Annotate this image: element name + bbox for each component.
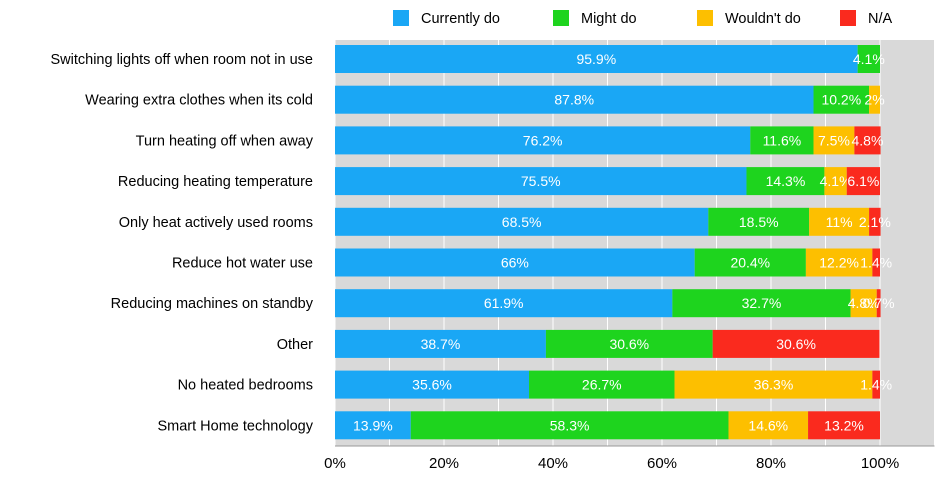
legend-label: Wouldn't do	[725, 11, 801, 27]
bar-segment	[872, 370, 880, 399]
bar-segment	[335, 248, 695, 277]
data-label: 2%	[864, 92, 884, 108]
data-label: 14.3%	[766, 173, 806, 189]
bar-segment	[694, 248, 806, 277]
bar-segment	[808, 411, 880, 440]
data-label: 11.6%	[763, 132, 802, 148]
data-label: 1.4%	[860, 377, 892, 393]
data-label: 75.5%	[521, 173, 561, 189]
data-label: 13.2%	[824, 417, 864, 433]
data-label: 20.4%	[730, 255, 770, 271]
data-label: 30.6%	[776, 336, 816, 352]
data-label: 76.2%	[523, 132, 563, 148]
x-tick-label: 60%	[647, 455, 677, 472]
category-label: Only heat actively used rooms	[119, 215, 313, 231]
data-label: 58.3%	[550, 417, 590, 433]
category-label: Reduce hot water use	[172, 256, 313, 272]
data-label: 35.6%	[412, 377, 452, 393]
x-tick-label: 0%	[324, 455, 346, 472]
bar-segment	[809, 207, 870, 236]
bar-segment	[869, 207, 881, 236]
data-label: 4.8%	[848, 295, 880, 311]
data-label: 95.9%	[576, 51, 616, 67]
legend-swatch	[553, 10, 569, 26]
data-label: 26.7%	[582, 377, 622, 393]
data-label: 4.8%	[852, 132, 884, 148]
bar-segment	[850, 289, 877, 318]
data-label: 61.9%	[484, 295, 524, 311]
data-label: 38.7%	[421, 336, 461, 352]
category-label: Smart Home technology	[157, 418, 313, 434]
x-tick-label: 100%	[861, 455, 899, 472]
legend-swatch	[840, 10, 856, 26]
bar-segment	[872, 248, 880, 277]
data-label: 1.4%	[860, 255, 892, 271]
data-label: 2.1%	[859, 214, 891, 230]
bar-segment	[728, 411, 809, 440]
bar-segment	[335, 329, 546, 358]
data-label: 4.1%	[853, 51, 885, 67]
bar-segment	[672, 289, 851, 318]
bar-segment	[410, 411, 729, 440]
data-label: 13.9%	[353, 417, 393, 433]
bar-segment	[854, 126, 881, 155]
bar-segment	[335, 126, 751, 155]
x-tick-label: 80%	[756, 455, 786, 472]
bar-segment	[750, 126, 814, 155]
category-label: Other	[277, 337, 313, 353]
category-label: Reducing machines on standby	[111, 296, 314, 312]
data-label: 6.1%	[847, 173, 879, 189]
bar-segment	[712, 329, 880, 358]
data-label: 4.1%	[820, 173, 852, 189]
bar-segment	[335, 411, 411, 440]
bar-segment	[335, 207, 709, 236]
bar-segment	[545, 329, 713, 358]
data-label: 10.2%	[821, 92, 861, 108]
bar-segment	[674, 370, 873, 399]
bar-segment	[335, 289, 673, 318]
legend-swatch	[697, 10, 713, 26]
bar-segment	[876, 289, 881, 318]
data-label: 18.5%	[739, 214, 779, 230]
legend-label: Currently do	[421, 11, 500, 27]
bar-segment	[869, 85, 880, 114]
data-label: 11%	[826, 214, 853, 230]
data-label: 7.5%	[818, 132, 850, 148]
bar-segment	[335, 167, 747, 196]
data-label: 12.2%	[819, 255, 859, 271]
bar-segment	[824, 167, 847, 196]
bar-segment	[335, 45, 858, 73]
x-tick-label: 40%	[538, 455, 568, 472]
data-label: 66%	[501, 255, 529, 271]
category-label: Switching lights off when room not in us…	[51, 52, 314, 68]
legend-label: Might do	[581, 11, 637, 27]
data-label: 87.8%	[554, 92, 594, 108]
bar-segment	[335, 370, 530, 399]
bar-segment	[805, 248, 873, 277]
data-label: 14.6%	[748, 417, 788, 433]
bar-segment	[813, 126, 855, 155]
category-label: Reducing heating temperature	[118, 174, 313, 190]
data-label: 68.5%	[502, 214, 542, 230]
data-label: 32.7%	[742, 295, 782, 311]
bar-segment	[857, 45, 880, 73]
bar-segment	[846, 167, 880, 196]
category-label: Turn heating off when away	[136, 133, 314, 149]
data-label: 0.7%	[863, 295, 895, 311]
legend-label: N/A	[868, 11, 893, 27]
bar-segment	[746, 167, 825, 196]
x-tick-label: 20%	[429, 455, 459, 472]
data-label: 36.3%	[754, 377, 794, 393]
bar-segment	[708, 207, 810, 236]
data-label: 30.6%	[609, 336, 649, 352]
bar-segment	[335, 85, 814, 114]
legend-swatch	[393, 10, 409, 26]
category-label: No heated bedrooms	[178, 378, 313, 394]
category-label: Wearing extra clothes when its cold	[85, 93, 313, 109]
bar-segment	[529, 370, 675, 399]
bar-segment	[813, 85, 870, 114]
